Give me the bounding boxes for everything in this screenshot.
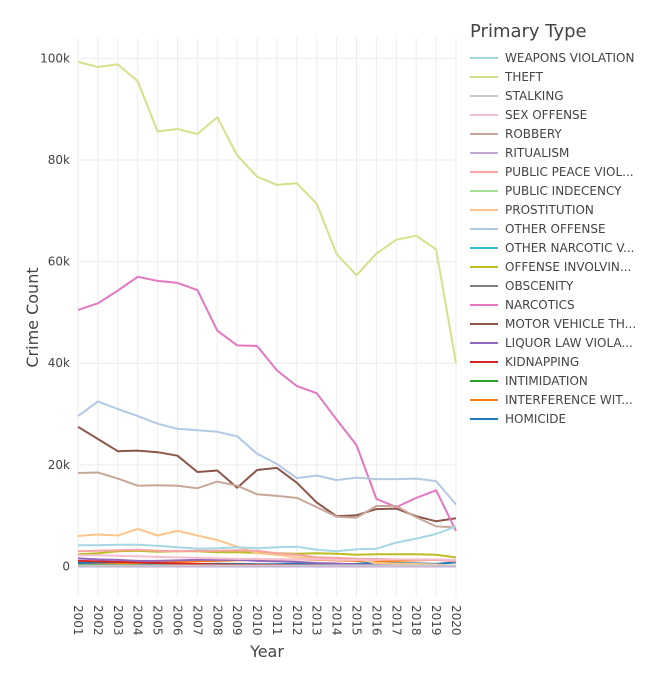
x-tick-label: 2003 — [111, 605, 125, 636]
legend: Primary Type WEAPONS VIOLATION THEFT STALK… — [470, 21, 636, 426]
y-tick-label: 40k — [48, 356, 70, 370]
y-axis-title: Crime Count — [23, 267, 42, 367]
series-line-prostitution — [77, 527, 457, 567]
x-tick-label: 2002 — [91, 605, 105, 636]
y-tick-label: 60k — [48, 255, 70, 269]
legend-label: SEX OFFENSE — [505, 108, 587, 122]
series-line-weapons-violation — [78, 525, 457, 553]
legend-label: OFFENSE INVOLVIN... — [505, 260, 631, 274]
legend-label: MOTOR VEHICLE TH... — [505, 317, 636, 331]
y-axis-ticks: 0 20k 40k 60k 80k 100k — [40, 51, 70, 573]
legend-label: PUBLIC INDECENCY — [505, 184, 622, 198]
x-axis-title: Year — [249, 642, 284, 661]
legend-label: PUBLIC PEACE VIOL... — [505, 165, 634, 179]
x-tick-label: 2014 — [330, 605, 344, 636]
x-axis-ticks: 2001 2002 2003 2004 2005 2006 2007 2008 2009 2010… — [71, 605, 463, 636]
legend-label: KIDNAPPING — [505, 355, 579, 369]
x-tick-label: 2004 — [131, 605, 145, 636]
legend-label: OTHER NARCOTIC V... — [505, 241, 634, 255]
x-tick-label: 2017 — [389, 605, 403, 636]
legend-label: OTHER OFFENSE — [505, 222, 606, 236]
x-tick-label: 2008 — [210, 605, 224, 636]
x-tick-label: 2007 — [190, 605, 204, 636]
legend-label: LIQUOR LAW VIOLA... — [505, 336, 633, 350]
series-lines — [77, 60, 457, 568]
x-tick-label: 2011 — [270, 605, 284, 636]
x-tick-label: 2015 — [350, 605, 364, 636]
x-tick-label: 2012 — [290, 605, 304, 636]
legend-label: RITUALISM — [505, 146, 569, 160]
series-line-motor-vehicle-theft — [77, 425, 457, 523]
x-tick-label: 2016 — [369, 605, 383, 636]
series-line-robbery — [77, 471, 457, 529]
x-tick-label: 2010 — [250, 605, 264, 636]
x-tick-label: 2013 — [310, 605, 324, 636]
legend-label: ROBBERY — [505, 127, 562, 141]
x-tick-label: 2009 — [230, 605, 244, 636]
y-tick-label: 20k — [48, 458, 70, 472]
series-line-sex-offense — [78, 554, 457, 561]
y-tick-label: 80k — [48, 153, 70, 167]
y-tick-label: 0 — [62, 560, 70, 574]
series-line-other-offense — [77, 400, 457, 506]
legend-label: WEAPONS VIOLATION — [505, 51, 634, 65]
series-line-theft — [77, 60, 457, 364]
x-tick-label: 2001 — [71, 605, 85, 636]
legend-label: HOMICIDE — [505, 412, 566, 426]
x-tick-label: 2018 — [409, 605, 423, 636]
grid — [77, 38, 457, 597]
x-tick-label: 2019 — [429, 605, 443, 636]
legend-label: STALKING — [505, 89, 564, 103]
y-tick-label: 100k — [40, 51, 70, 65]
series-line-narcotics — [77, 275, 457, 532]
x-tick-label: 2020 — [449, 605, 463, 636]
legend-label: OBSCENITY — [505, 279, 574, 293]
legend-label: INTERFERENCE WIT... — [505, 393, 633, 407]
legend-title: Primary Type — [470, 21, 587, 42]
legend-label: NARCOTICS — [505, 298, 575, 312]
x-tick-label: 2005 — [151, 605, 165, 636]
legend-label: INTIMIDATION — [505, 374, 588, 388]
legend-label: PROSTITUTION — [505, 203, 594, 217]
x-tick-label: 2006 — [170, 605, 184, 636]
legend-label: THEFT — [504, 70, 544, 84]
